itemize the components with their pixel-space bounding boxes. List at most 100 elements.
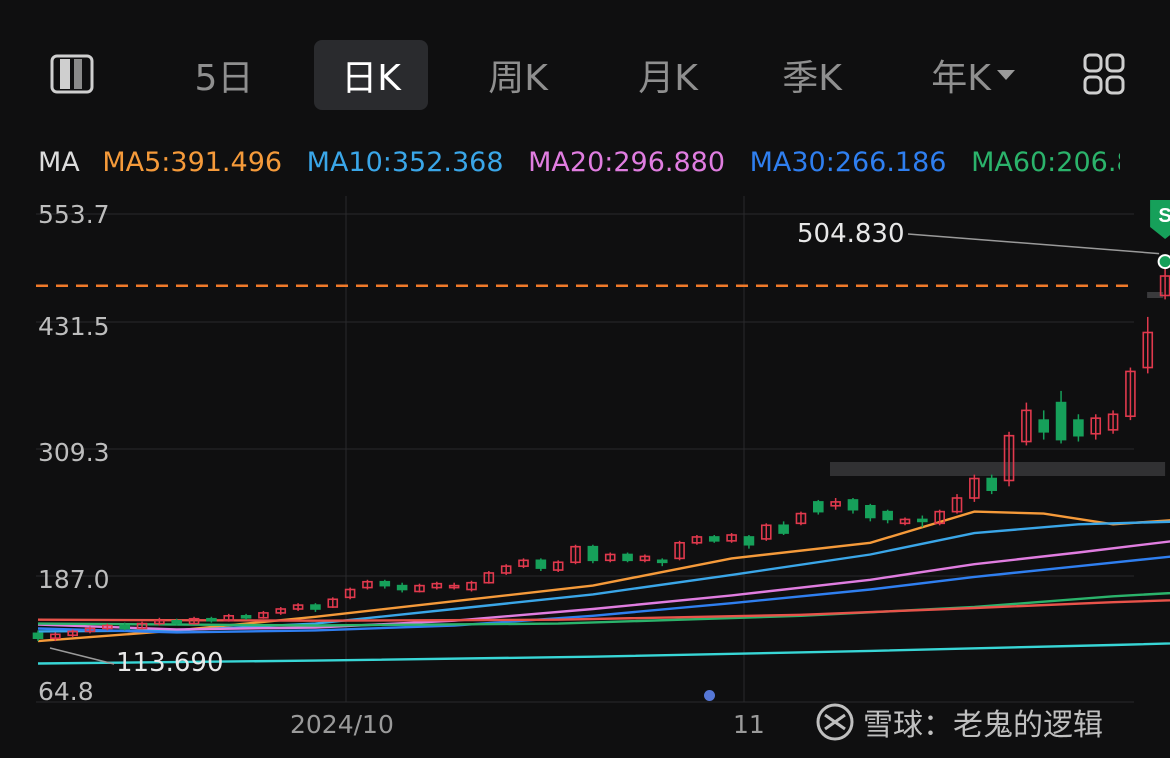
ma-line-ma250 [37, 642, 1170, 665]
y-tick-label: 431.5 [38, 312, 110, 341]
tab-weekly-k[interactable]: 周K [488, 58, 548, 99]
y-tick-label: 309.3 [38, 438, 110, 467]
y-tick-label: 64.8 [38, 677, 94, 706]
y-tick-label: 187.0 [38, 565, 110, 594]
ma-label: MA [38, 147, 80, 178]
candle-body [934, 510, 945, 525]
candle-body [778, 524, 789, 534]
ma-line-ma120 [37, 599, 1170, 622]
candle-body [102, 624, 113, 630]
candle-body [1107, 413, 1119, 431]
candle-body [240, 615, 252, 619]
tab-monthly-k[interactable]: 月K [638, 58, 698, 99]
grid-menu-icon[interactable] [1083, 53, 1125, 95]
candle-body [552, 561, 564, 571]
candle-body [1090, 417, 1102, 435]
period-toolbar: 5日 日K 周K 月K 季K 年K [0, 0, 1170, 130]
ma60-value: MA60:206.810 [971, 147, 1120, 178]
candle-body [830, 501, 841, 507]
min-callout-line [49, 647, 115, 665]
panel-toggle-icon[interactable] [50, 54, 94, 94]
candle-body [223, 615, 235, 622]
candle-body [986, 477, 998, 492]
candle-body [1021, 409, 1032, 443]
candle-body [760, 524, 772, 540]
candle-body [535, 559, 547, 569]
candlestick-chart[interactable]: S [0, 190, 1170, 710]
tab-quarterly-k[interactable]: 季K [782, 58, 842, 99]
candle-body [483, 572, 495, 584]
candle-body [1055, 401, 1067, 441]
candle-body [275, 608, 287, 614]
candle-body [812, 501, 824, 513]
candle-body [865, 504, 876, 519]
candle-body [448, 584, 460, 589]
candle-body [622, 553, 633, 562]
event-marker[interactable] [704, 690, 715, 701]
watermark: 雪球：老鬼的逻辑 [815, 700, 1103, 744]
candle-body [795, 512, 807, 525]
candle-body [951, 497, 963, 513]
candle-body [344, 588, 356, 599]
candle-body [1125, 370, 1136, 418]
chevron-down-icon [996, 70, 1015, 80]
candle-body [327, 598, 339, 608]
candle-body [674, 541, 685, 560]
ma-line-ma30 [37, 555, 1170, 634]
ma20-value: MA20:296.880 [528, 147, 725, 178]
ma5-value: MA5:391.496 [102, 147, 283, 178]
candle-body [570, 545, 581, 564]
candle-body [32, 632, 44, 640]
candle-body [67, 630, 78, 637]
candle-body [362, 580, 373, 589]
candle-body [188, 617, 200, 625]
candle-body [154, 619, 165, 625]
y-tick-label: 553.7 [38, 200, 110, 229]
candle-body [691, 536, 703, 544]
candle-body [1003, 434, 1015, 482]
candle-body [1073, 419, 1084, 437]
candle-body [604, 553, 616, 562]
tab-daily-k[interactable]: 日K [314, 40, 428, 110]
candle-body [50, 633, 61, 640]
candle-body [431, 582, 443, 589]
candle-body [587, 545, 599, 562]
candle-body [639, 555, 651, 562]
candle-body [518, 559, 529, 567]
candle-body [171, 619, 183, 625]
max-price-label: 504.830 [797, 219, 905, 249]
ma-line-ma10 [37, 520, 1170, 633]
candle-body [969, 477, 980, 499]
candle-body [1142, 331, 1154, 369]
candle-body [292, 604, 304, 610]
tab-5day[interactable]: 5日 [194, 58, 254, 99]
candle-body [119, 624, 130, 630]
candle-body [310, 604, 321, 610]
candle-body [500, 565, 512, 574]
candle-body [899, 518, 911, 525]
high-point-marker [1157, 254, 1170, 270]
x-tick-label: 2024/10 [290, 710, 394, 739]
ma-legend: MA MA5:391.496 MA10:352.368 MA20:296.880… [38, 145, 1120, 181]
sell-signal-label: S [1158, 205, 1170, 227]
ma10-value: MA10:352.368 [306, 147, 504, 178]
candle-body [414, 584, 425, 593]
candle-body [258, 612, 269, 619]
candle-body [136, 622, 148, 630]
x-tick-label: 11 [733, 710, 765, 739]
candle-body [656, 559, 668, 564]
tab-yearly-k[interactable]: 年K [908, 40, 1038, 110]
candle-body [882, 510, 893, 521]
candle-body [396, 584, 408, 591]
candle-body [917, 518, 928, 523]
ma30-value: MA30:266.186 [749, 147, 947, 178]
ma-line-ma60 [37, 591, 1170, 627]
candle-body [708, 536, 720, 542]
candle-body [379, 580, 391, 587]
max-callout-line [907, 233, 1160, 255]
candle-body [84, 627, 96, 633]
candle-body [466, 581, 477, 591]
xueqiu-logo-icon [816, 703, 854, 741]
sell-signal-badge [1150, 200, 1170, 239]
candle-body [743, 536, 755, 546]
